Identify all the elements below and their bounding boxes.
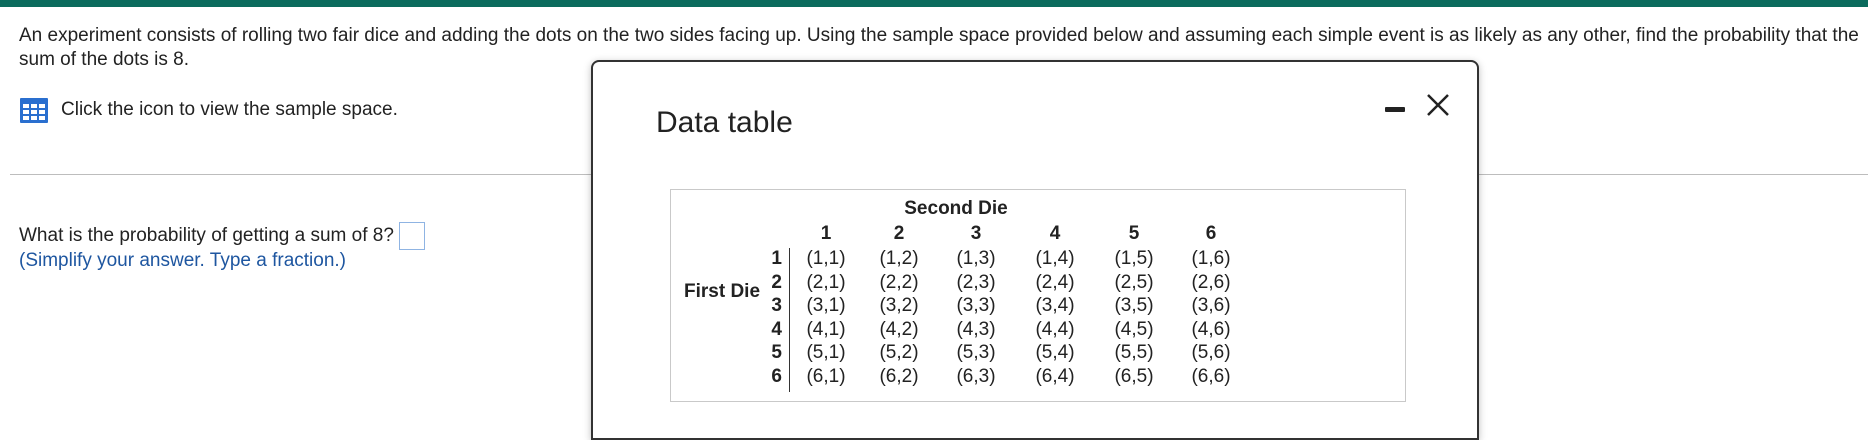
row-label: 3 [771,295,782,316]
table-cell: (5,2) [879,342,919,363]
table-cell: (1,4) [1035,248,1075,269]
table-cell: (6,1) [806,365,846,387]
column-header: 4 [1049,223,1061,244]
close-icon[interactable] [1423,90,1453,120]
question-prompt: What is the probability of getting a sum… [19,222,425,250]
table-cell: (3,2) [879,295,919,316]
table-cell: (2,4) [1035,271,1075,293]
table-cell: (3,3) [956,295,996,316]
table-cell: (1,2) [879,248,919,269]
table-cell: (4,6) [1191,318,1231,340]
table-cell: (4,5) [1114,318,1154,340]
table-cell: (6,2) [879,365,919,387]
row-label: 2 [771,271,782,293]
question-text: An experiment consists of rolling two fa… [19,25,1859,70]
row-label-divider [789,248,790,392]
prompt-text: What is the probability of getting a sum… [19,225,394,246]
column-header: 1 [820,223,832,244]
table-grid-icon[interactable] [19,97,49,124]
answer-input[interactable] [398,222,425,250]
sample-space-hint: Click the icon to view the sample space. [19,97,398,124]
table-cell: (6,4) [1035,365,1075,387]
table-cell: (5,1) [806,342,846,363]
table-cell: (3,5) [1114,295,1154,316]
table-cell: (1,6) [1191,248,1231,269]
table-cell: (4,2) [879,318,919,340]
answer-instruction: (Simplify your answer. Type a fraction.) [19,250,346,271]
table-cell: (6,5) [1114,365,1154,387]
top-accent-bar [0,0,1868,7]
table-cell: (1,1) [806,248,846,269]
row-label: 6 [771,365,782,387]
table-cell: (1,3) [956,248,996,269]
table-cell: (2,3) [956,271,996,293]
table-cell: (3,6) [1191,295,1231,316]
column-header: 5 [1128,223,1140,244]
table-cell: (2,5) [1114,271,1154,293]
first-die-header: First Die [684,281,761,302]
table-cell: (5,3) [956,342,996,363]
table-cell: (6,3) [956,365,996,387]
row-label: 4 [771,318,782,340]
table-cell: (4,3) [956,318,996,340]
table-cell: (2,2) [879,271,919,293]
column-header: 3 [970,223,982,244]
table-cell: (2,1) [806,271,846,293]
second-die-header: Second Die [904,198,1008,219]
table-cell: (4,4) [1035,318,1075,340]
data-table-dialog: Data table Second Die First Die 1 2 3 4 5 6 1 (1,… [591,60,1479,440]
table-cell: (6,6) [1191,365,1231,387]
hint-text: Click the icon to view the sample space. [61,99,398,120]
row-label: 5 [771,342,782,363]
table-cell: (5,6) [1191,342,1231,363]
column-header: 6 [1205,223,1217,244]
minimize-icon[interactable] [1383,97,1407,119]
sample-space-table: Second Die First Die 1 2 3 4 5 6 1 (1,1) (1,2) (1,3… [670,189,1406,402]
row-label: 1 [771,248,782,269]
table-cell: (5,5) [1114,342,1154,363]
table-cell: (1,5) [1114,248,1154,269]
table-cell: (4,1) [806,318,846,340]
table-cell: (3,1) [806,295,846,316]
table-cell: (3,4) [1035,295,1075,316]
column-header: 2 [893,223,905,244]
table-cell: (5,4) [1035,342,1075,363]
dialog-title: Data table [656,106,793,139]
table-cell: (2,6) [1191,271,1231,293]
